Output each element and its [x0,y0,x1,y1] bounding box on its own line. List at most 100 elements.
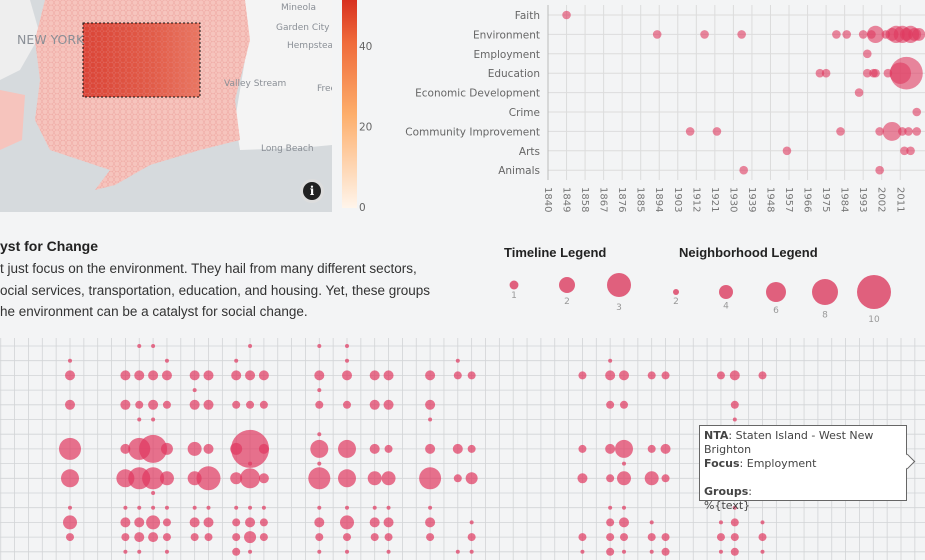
neighborhood-bubble[interactable] [259,533,268,542]
neighborhood-bubble[interactable] [151,417,156,422]
neighborhood-bubble[interactable] [758,371,767,380]
timeline-point[interactable] [906,146,915,156]
neighborhood-bubble[interactable] [622,461,626,466]
neighborhood-bubble[interactable] [245,517,256,528]
neighborhood-bubble[interactable] [259,400,268,409]
neighborhood-bubble[interactable] [608,505,613,510]
neighborhood-bubble[interactable] [644,471,659,486]
neighborhood-bubble[interactable] [386,505,391,510]
neighborhood-bubble[interactable] [622,549,626,554]
neighborhood-bubble[interactable] [314,517,325,528]
timeline-point[interactable] [815,68,825,78]
neighborhood-bubble[interactable] [718,549,723,554]
neighborhood-bubble[interactable] [151,344,156,348]
neighborhood-bubble[interactable] [732,417,737,422]
neighborhood-bubble[interactable] [729,370,740,381]
neighborhood-bubble[interactable] [315,533,324,542]
neighborhood-bubble[interactable] [162,400,171,409]
timeline-point[interactable] [821,68,831,78]
timeline-point[interactable] [875,127,884,136]
neighborhood-bubble[interactable] [455,358,460,363]
timeline-point[interactable] [685,127,695,136]
neighborhood-bubble[interactable] [425,370,436,381]
neighborhood-bubble[interactable] [65,370,75,381]
neighborhood-bubble[interactable] [146,515,161,530]
timeline-point[interactable] [898,127,907,136]
neighborhood-bubble[interactable] [120,443,131,454]
neighborhood-bubble[interactable] [383,399,394,410]
timeline-point[interactable] [842,30,851,39]
neighborhood-bubble[interactable] [206,505,211,510]
neighborhood-bubble[interactable] [661,474,670,483]
neighborhood-bubble[interactable] [343,533,351,542]
neighborhood-bubble[interactable] [203,370,214,381]
timeline-point[interactable] [882,121,902,141]
neighborhood-bubble[interactable] [148,399,159,410]
neighborhood-bubble[interactable] [730,533,739,542]
neighborhood-bubble[interactable] [342,370,352,381]
neighborhood-bubble[interactable] [246,400,255,409]
timeline-point[interactable] [832,30,841,39]
neighborhood-bubble[interactable] [661,533,670,542]
neighborhood-bubble[interactable] [189,370,200,381]
neighborhood-bubble[interactable] [386,549,391,554]
neighborhood-bubble[interactable] [317,505,322,510]
selection-box[interactable] [82,22,201,98]
neighborhood-bubble[interactable] [162,518,171,527]
neighborhood-bubble[interactable] [345,505,349,510]
neighborhood-bubble[interactable] [615,439,633,458]
neighborhood-bubble[interactable] [730,518,739,527]
timeline-point[interactable] [871,68,880,78]
neighborhood-bubble[interactable] [139,434,168,463]
neighborhood-bubble[interactable] [620,400,628,409]
neighborhood-bubble[interactable] [189,517,200,528]
neighborhood-bubble[interactable] [190,533,199,542]
neighborhood-bubble[interactable] [730,547,739,556]
neighborhood-bubble[interactable] [148,370,159,381]
neighborhood-bubble[interactable] [204,533,213,542]
neighborhood-bubble[interactable] [244,531,257,544]
neighborhood-bubble[interactable] [425,517,436,528]
neighborhood-bubble[interactable] [196,466,221,491]
neighborhood-bubble[interactable] [135,400,144,409]
neighborhood-bubble[interactable] [369,517,380,528]
neighborhood-bubble[interactable] [203,399,214,410]
neighborhood-bubble[interactable] [258,370,269,381]
timeline-point[interactable] [737,30,746,39]
neighborhood-bubble[interactable] [68,505,72,510]
neighborhood-bubble[interactable] [345,358,349,363]
neighborhood-bubble[interactable] [425,399,436,410]
neighborhood-bubble[interactable] [608,358,613,363]
neighborhood-bubble[interactable] [66,533,74,542]
neighborhood-bubble[interactable] [452,443,463,454]
neighborhood-bubble[interactable] [314,370,325,381]
neighborhood-bubble[interactable] [151,491,156,495]
neighborhood-bubble[interactable] [345,549,349,554]
neighborhood-bubble[interactable] [620,533,628,542]
neighborhood-bubble[interactable] [469,549,474,554]
neighborhood-bubble[interactable] [234,505,239,510]
neighborhood-bubble[interactable] [137,417,142,422]
neighborhood-bubble[interactable] [343,400,351,409]
neighborhood-bubble[interactable] [315,400,324,409]
neighborhood-bubble[interactable] [68,358,72,363]
timeline-point[interactable] [912,107,922,117]
neighborhood-bubble[interactable] [137,344,142,348]
neighborhood-bubble[interactable] [428,417,433,422]
neighborhood-bubble[interactable] [469,520,474,525]
neighborhood-bubble[interactable] [159,471,174,486]
neighborhood-bubble[interactable] [647,533,656,542]
neighborhood-bubble[interactable] [248,461,253,466]
neighborhood-bubble[interactable] [189,399,200,410]
neighborhood-bubble[interactable] [716,533,725,542]
neighborhood-bubble[interactable] [161,370,172,381]
neighborhood-bubble[interactable] [310,439,329,458]
neighborhood-bubble[interactable] [232,547,241,556]
neighborhood-bubble[interactable] [384,444,393,453]
neighborhood-bubble[interactable] [730,400,739,409]
neighborhood-bubble[interactable] [369,370,380,381]
neighborhood-bubble[interactable] [578,444,587,453]
neighborhood-bubble[interactable] [372,505,377,510]
neighborhood-bubble[interactable] [261,505,266,510]
neighborhood-bubble[interactable] [605,370,616,381]
